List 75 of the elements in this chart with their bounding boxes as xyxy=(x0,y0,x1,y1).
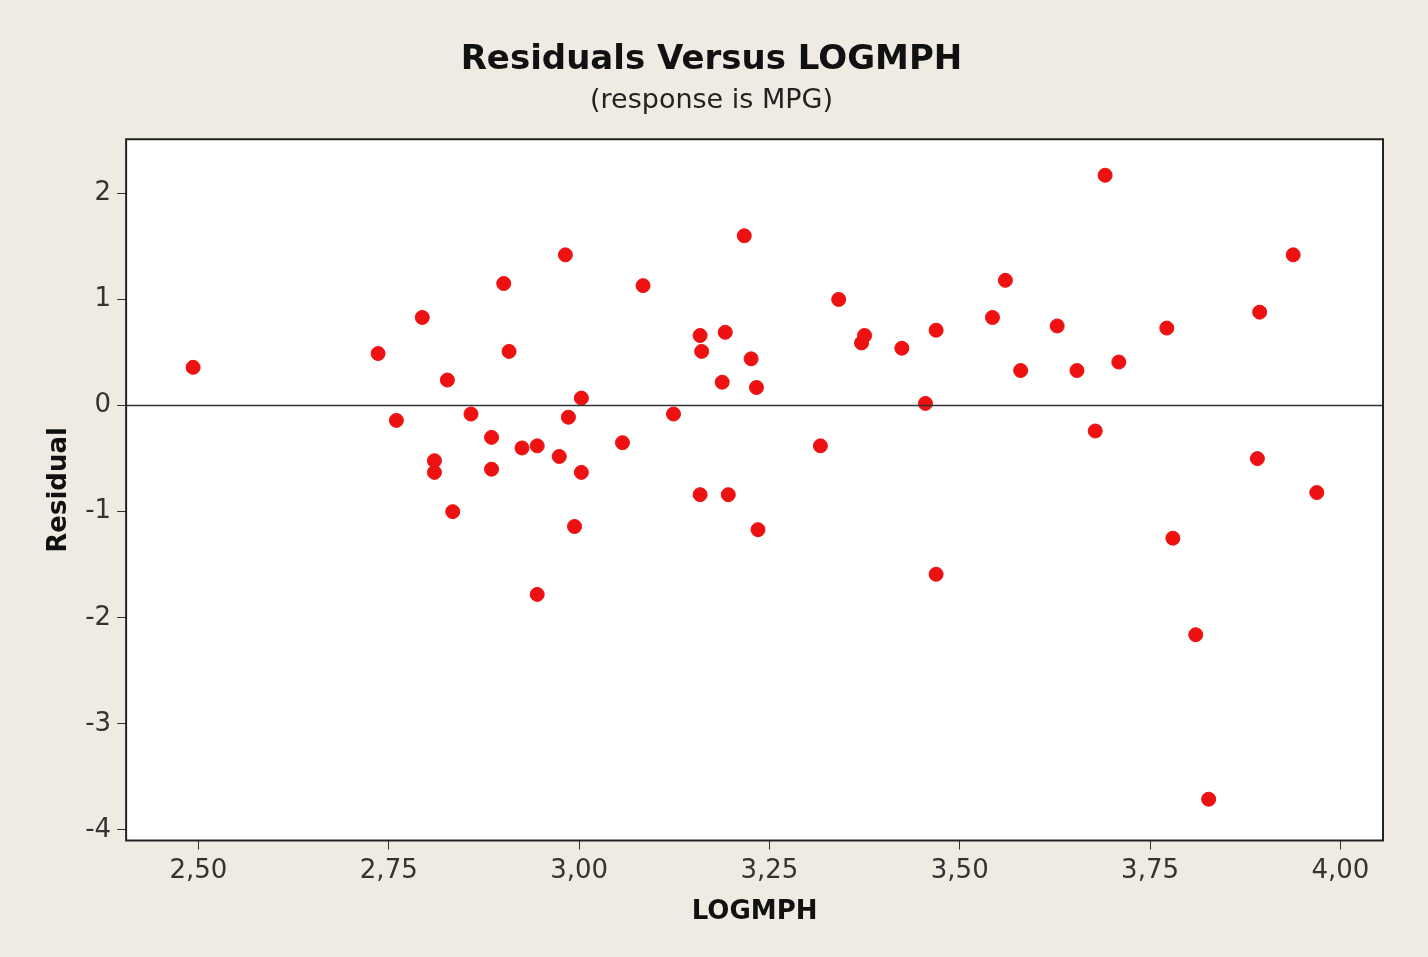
point xyxy=(567,519,583,535)
point xyxy=(573,390,589,406)
point xyxy=(1285,247,1301,263)
point xyxy=(414,309,430,325)
point xyxy=(917,395,933,411)
point xyxy=(529,438,545,454)
point xyxy=(573,464,589,480)
point xyxy=(1309,485,1325,501)
point xyxy=(997,272,1013,288)
point xyxy=(692,328,708,344)
y-tick-label: -3 xyxy=(85,706,112,737)
point xyxy=(560,409,576,425)
point xyxy=(928,322,944,338)
point xyxy=(388,412,404,428)
point xyxy=(1165,530,1181,546)
x-tick-label: 2,75 xyxy=(359,853,418,884)
point xyxy=(714,374,730,390)
point xyxy=(1252,304,1268,320)
point xyxy=(551,448,567,464)
point xyxy=(529,586,545,602)
y-tick-label: 0 xyxy=(94,388,112,419)
point xyxy=(445,504,461,520)
x-tick-label: 3,25 xyxy=(740,853,799,884)
point xyxy=(1069,363,1085,379)
point xyxy=(635,278,651,294)
point xyxy=(1013,363,1029,379)
x-tick-label: 3,75 xyxy=(1121,853,1179,884)
point xyxy=(1188,627,1204,643)
point xyxy=(928,566,944,582)
point xyxy=(720,487,736,503)
point xyxy=(514,440,530,456)
point xyxy=(743,351,759,367)
point xyxy=(484,429,500,445)
point xyxy=(748,380,764,395)
y-tick-label: -2 xyxy=(85,600,112,631)
point xyxy=(665,406,681,422)
point xyxy=(1201,791,1217,807)
point xyxy=(857,328,873,344)
point xyxy=(692,487,708,503)
point xyxy=(426,464,442,480)
y-axis-title: Residual xyxy=(42,427,73,553)
point xyxy=(496,276,512,292)
point xyxy=(1097,167,1113,183)
point xyxy=(185,359,201,375)
y-tick-label: -1 xyxy=(85,494,112,525)
x-tick-label: 2,50 xyxy=(169,853,228,884)
point xyxy=(736,228,752,244)
point xyxy=(484,461,500,477)
point xyxy=(463,406,479,422)
x-tick-label: 3,00 xyxy=(550,853,609,884)
point xyxy=(984,309,1000,325)
point xyxy=(557,247,573,263)
x-tick-label: 3,50 xyxy=(930,853,989,884)
x-axis-title: LOGMPH xyxy=(691,895,818,926)
point xyxy=(614,435,630,451)
point xyxy=(831,291,847,307)
point xyxy=(1087,423,1103,439)
point xyxy=(439,372,455,388)
point xyxy=(1159,320,1175,336)
point xyxy=(894,340,910,356)
x-tick-label: 4,00 xyxy=(1311,853,1370,884)
point xyxy=(1049,318,1065,334)
point xyxy=(750,522,766,538)
point xyxy=(1249,451,1265,467)
point xyxy=(501,343,517,359)
chart-title: Residuals Versus LOGMPH xyxy=(460,37,963,78)
y-tick-label: 1 xyxy=(94,282,112,313)
y-tick-label: 2 xyxy=(94,176,112,207)
point xyxy=(717,324,733,340)
chart-subtitle: (response is MPG) xyxy=(590,83,833,115)
y-tick-label: -4 xyxy=(85,812,112,843)
point xyxy=(1111,354,1127,370)
point xyxy=(812,438,828,454)
point xyxy=(370,346,386,362)
point xyxy=(694,343,710,359)
